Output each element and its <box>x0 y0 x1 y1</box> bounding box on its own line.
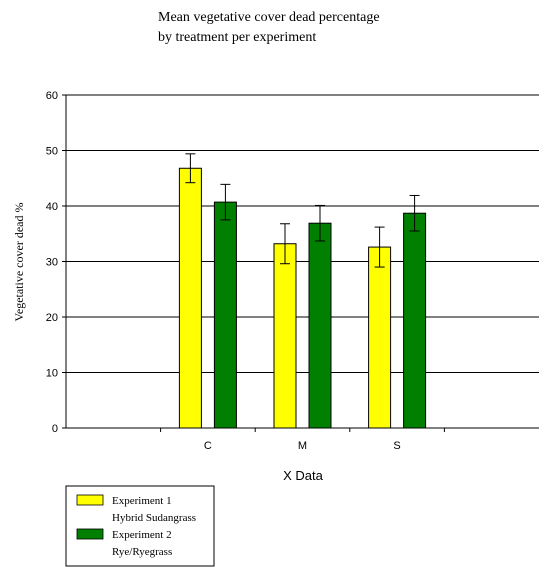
chart-title-line-2: by treatment per experiment <box>158 30 316 45</box>
bars <box>178 167 427 429</box>
legend-label-hybrid-sudangrass: Hybrid Sudangrass <box>112 512 196 524</box>
x-tick-label-s: S <box>393 440 400 452</box>
x-tick-label-m: M <box>298 440 307 452</box>
bar-m-series-1 <box>273 243 297 429</box>
legend-label-rye-ryegrass: Rye/Ryegrass <box>112 546 172 558</box>
axes <box>65 95 539 429</box>
y-tick-label: 0 <box>52 423 58 435</box>
y-tick-label: 50 <box>46 146 58 158</box>
y-tick-label: 30 <box>46 257 58 269</box>
bar-m-series-2 <box>308 222 332 429</box>
bar-s-series-2 <box>403 212 427 429</box>
legend-label-experiment-2: Experiment 2 <box>112 529 172 541</box>
legend: Experiment 1 Hybrid Sudangrass Experimen… <box>65 485 215 567</box>
y-tick-label: 40 <box>46 201 58 213</box>
x-axis-label: X Data <box>283 468 324 483</box>
y-tick-label: 10 <box>46 368 58 380</box>
bar-c-series-1 <box>178 167 202 429</box>
chart-title-line-1: Mean vegetative cover dead percentage <box>158 10 380 25</box>
legend-swatch-experiment-2 <box>76 528 104 540</box>
legend-label-experiment-1: Experiment 1 <box>112 495 172 507</box>
y-tick-label: 20 <box>46 312 58 324</box>
x-tick-label-c: C <box>204 440 212 452</box>
chart-title: Mean vegetative cover dead percentage by… <box>158 10 380 45</box>
y-axis-label: Vegetative cover dead % <box>12 203 26 322</box>
bar-s-series-1 <box>368 246 392 429</box>
error-bars <box>185 153 420 268</box>
bar-c-series-2 <box>213 201 237 429</box>
gridlines <box>66 94 539 373</box>
legend-swatch-experiment-1 <box>76 494 104 506</box>
y-axis-ticks: 0 10 20 30 40 50 60 <box>46 90 66 435</box>
y-tick-label: 60 <box>46 90 58 102</box>
